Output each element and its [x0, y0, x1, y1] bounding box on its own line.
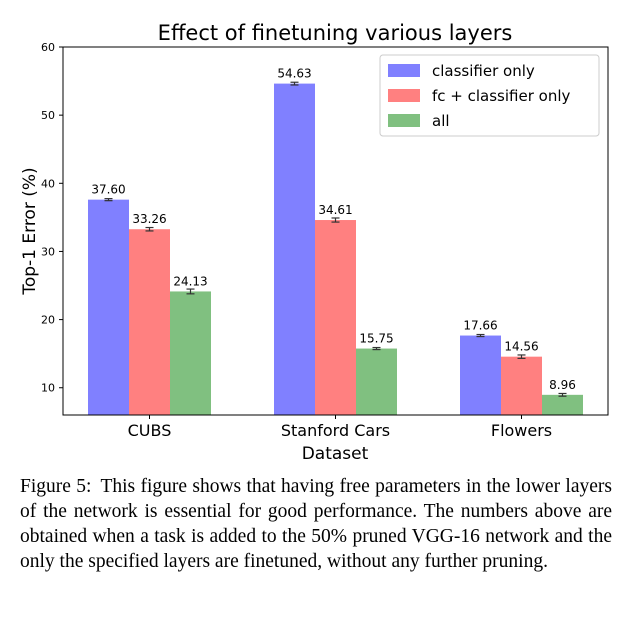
y-tick-label: 50 [41, 109, 55, 122]
x-tick-label: Stanford Cars [281, 421, 390, 440]
y-tick-label: 30 [41, 245, 55, 258]
bar-value-labels: 37.60 33.26 24.13 54.63 34.61 15.75 17.66 14.56… [91, 67, 576, 392]
bar [274, 83, 315, 416]
bar-value-label: 15.75 [359, 332, 393, 346]
bar-value-label: 14.56 [504, 340, 538, 354]
x-axis-ticks: CUBS Stanford Cars Flowers [128, 415, 552, 440]
legend-label: classifier only [432, 62, 535, 80]
bar-value-label: 33.26 [132, 212, 166, 226]
y-axis-ticks: 10 20 30 40 50 60 [41, 41, 63, 395]
legend-swatch [388, 64, 420, 77]
y-axis-label: Top-1 Error (%) [20, 167, 40, 295]
bar-value-label: 17.66 [463, 319, 497, 333]
x-axis-label: Dataset [302, 444, 369, 464]
bar [542, 394, 583, 415]
legend-label: fc + classifier only [432, 87, 570, 105]
bar [315, 220, 356, 415]
figure-caption: Figure 5: This figure shows that having … [20, 474, 612, 574]
legend: classifier only fc + classifier only all [379, 54, 600, 137]
bar-chart: Effect of finetuning various layers 10 20… [20, 21, 609, 464]
x-tick-label: Flowers [491, 421, 552, 440]
y-tick-label: 40 [41, 177, 55, 190]
bar [129, 229, 170, 415]
y-tick-label: 20 [41, 314, 55, 327]
bar-value-label: 8.96 [549, 378, 576, 392]
y-tick-label: 10 [41, 382, 55, 395]
bar [460, 335, 501, 415]
bar [501, 356, 542, 415]
bar [356, 348, 397, 415]
y-tick-label: 60 [41, 41, 55, 54]
chart-title: Effect of finetuning various layers [158, 21, 513, 45]
bar-value-label: 34.61 [318, 203, 352, 217]
legend-box [379, 54, 600, 137]
caption-label: Figure 5: [20, 476, 92, 497]
bars [88, 81, 583, 416]
caption-text: This figure shows that having free param… [20, 476, 612, 572]
bar-value-label: 37.60 [91, 183, 125, 197]
x-tick-label: CUBS [128, 421, 172, 440]
legend-label: all [432, 112, 450, 130]
bar [170, 291, 211, 415]
bar-value-label: 54.63 [277, 67, 311, 81]
legend-swatch [388, 89, 420, 102]
legend-swatch [388, 114, 420, 127]
bar [88, 199, 129, 415]
plot-frame [62, 46, 609, 416]
bar-value-label: 24.13 [173, 274, 207, 288]
